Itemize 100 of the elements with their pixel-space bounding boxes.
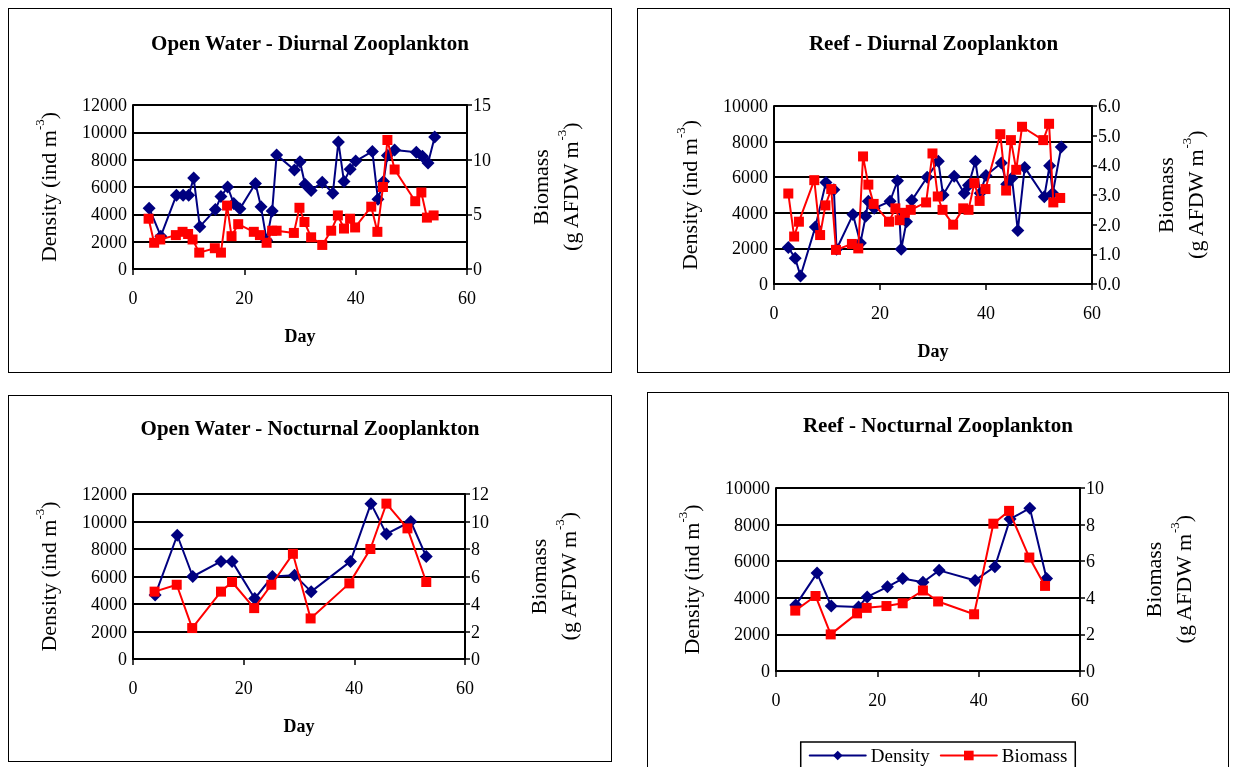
point (905, 193, 919, 207)
x-tick-label: 60 (1071, 690, 1089, 710)
x-axis-title: Day (284, 326, 316, 346)
chart-title: Open Water - Nocturnal Zooplankton (140, 415, 480, 440)
chart-title: Reef - Nocturnal Zooplankton (802, 412, 1074, 437)
point (382, 134, 393, 145)
y2-tick-label: 6 (1086, 551, 1095, 572)
point (428, 210, 439, 221)
point (299, 216, 310, 227)
point (968, 154, 982, 168)
y-tick-label: 0 (118, 649, 127, 669)
point (222, 200, 233, 211)
y2-axis-title: Biomass (g AFDW m-3) (1140, 514, 1196, 644)
point (421, 156, 435, 170)
y-tick-label: 2000 (91, 231, 127, 252)
y-tick-label: 0 (761, 661, 770, 681)
point (969, 178, 980, 189)
point (249, 603, 260, 614)
point (896, 572, 910, 586)
y2-tick-label: 0 (473, 259, 482, 279)
point (825, 629, 836, 640)
y-tick-label: 10000 (82, 511, 127, 532)
point (254, 200, 268, 214)
y-tick-label: 6000 (91, 177, 127, 197)
legend-label: Density (870, 745, 931, 766)
y2-tick-label: 10 (473, 149, 491, 170)
point (331, 135, 345, 149)
chart-title: Reef - Diurnal Zooplankton (808, 30, 1059, 55)
y2-tick-label: 10 (1086, 478, 1104, 498)
point (897, 598, 908, 609)
y-tick-label: 4000 (91, 204, 127, 225)
x-axis-title: Day (917, 341, 949, 361)
point (350, 222, 361, 233)
point (248, 177, 262, 191)
y-tick-label: 8000 (732, 131, 768, 152)
x-tick-label: 20 (235, 288, 254, 308)
point (947, 169, 961, 183)
point (187, 623, 198, 634)
y-tick-label: 2000 (732, 238, 768, 259)
x-tick-label: 60 (458, 288, 476, 308)
point (345, 213, 356, 224)
point (810, 590, 821, 601)
point (265, 204, 279, 218)
y2-tick-label: 4 (471, 594, 480, 614)
y-tick-label: 8000 (91, 539, 127, 559)
point (294, 202, 305, 213)
point (389, 164, 400, 175)
point (366, 201, 377, 212)
y2-tick-label: 2.0 (1098, 214, 1121, 235)
point (271, 225, 282, 236)
point (306, 232, 317, 243)
point (1001, 185, 1012, 196)
y2-tick-label: 1.0 (1098, 244, 1121, 265)
point (187, 171, 201, 185)
point (410, 196, 421, 207)
point (917, 585, 928, 596)
point (781, 241, 795, 255)
point (305, 613, 316, 624)
point (1011, 224, 1025, 238)
point (957, 186, 971, 200)
point (155, 234, 166, 245)
y-tick-label: 8000 (91, 149, 127, 170)
point (927, 148, 938, 159)
point (170, 528, 184, 542)
point (187, 234, 198, 245)
point (868, 198, 879, 209)
point (988, 518, 999, 529)
point (372, 226, 383, 237)
point (343, 554, 357, 568)
point (860, 590, 874, 604)
point (846, 208, 860, 222)
point (932, 191, 943, 202)
y-axis-title: Density (ind m-3) (32, 111, 61, 263)
point (861, 602, 872, 613)
x-tick-label: 20 (868, 690, 887, 710)
y-tick-label: 6000 (91, 566, 127, 587)
point (1055, 192, 1066, 203)
point (815, 230, 826, 241)
point (415, 149, 429, 163)
y2-tick-label: 0 (1086, 661, 1095, 681)
point (880, 580, 894, 594)
point (233, 219, 244, 230)
point (790, 605, 801, 616)
point (980, 184, 991, 195)
y-tick-label: 10000 (723, 96, 768, 116)
point (379, 527, 393, 541)
point (365, 144, 379, 158)
point (266, 579, 277, 590)
point (227, 577, 238, 587)
point (894, 242, 908, 256)
point (963, 204, 974, 215)
point (1044, 118, 1055, 129)
point (428, 130, 442, 144)
point (937, 204, 948, 215)
point (852, 608, 863, 619)
y-tick-label: 4000 (734, 587, 770, 608)
y2-tick-label: 6.0 (1098, 96, 1121, 116)
point (343, 162, 357, 176)
point (794, 269, 807, 283)
x-tick-label: 40 (346, 288, 365, 308)
